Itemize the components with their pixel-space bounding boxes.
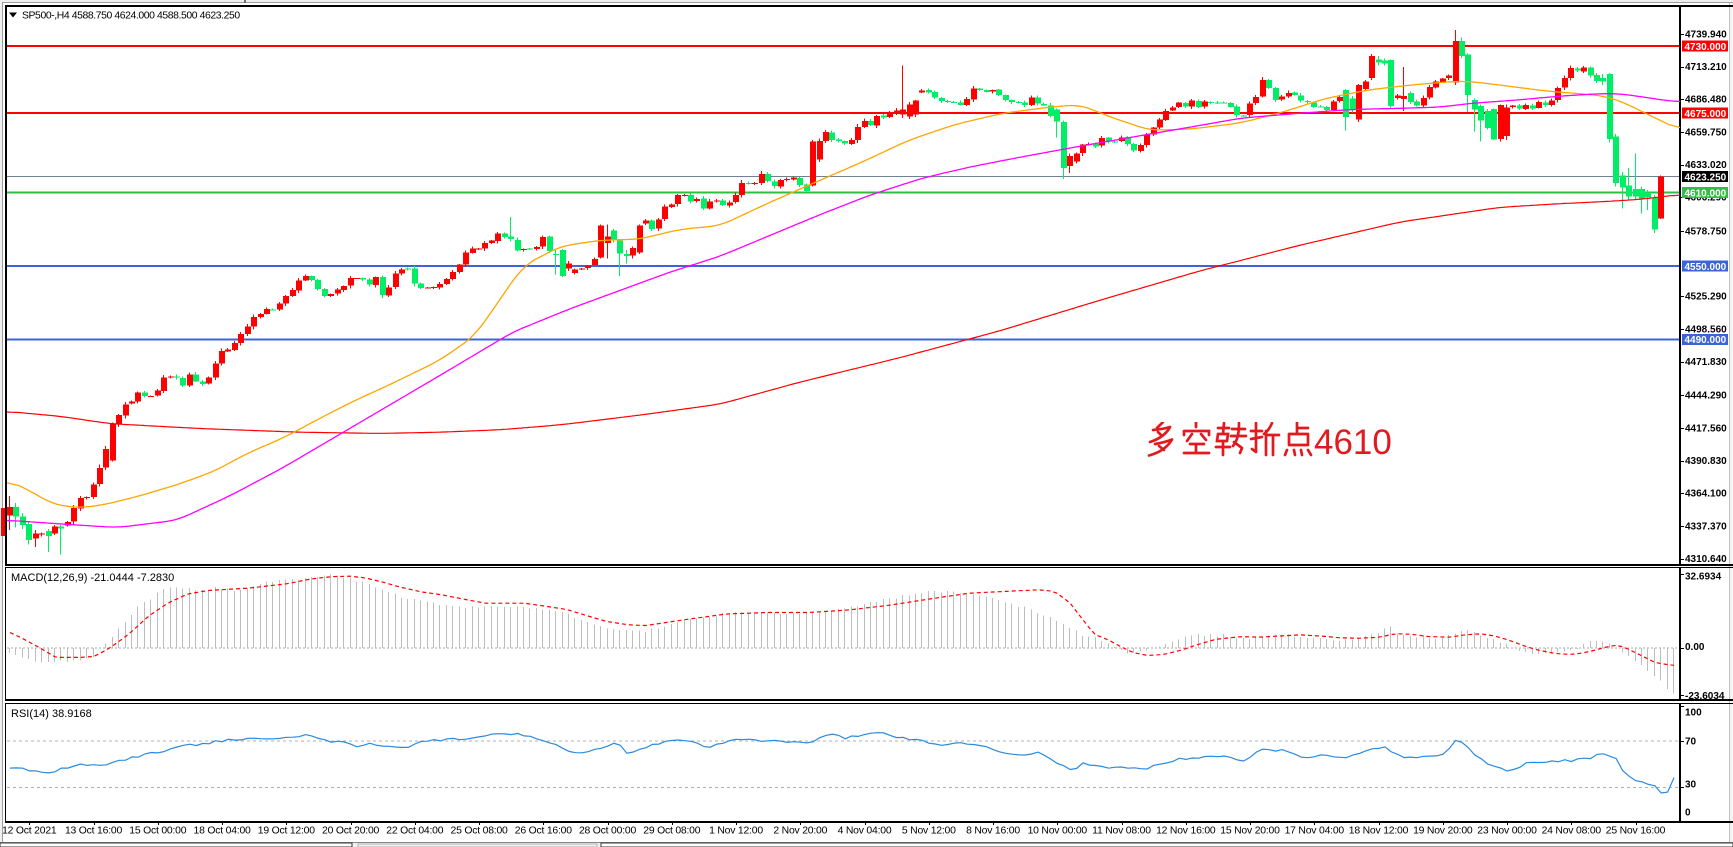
svg-text:4730.000: 4730.000 [1685, 42, 1727, 53]
svg-text:12 Oct 2021: 12 Oct 2021 [2, 826, 57, 837]
svg-text:25 Nov 16:00: 25 Nov 16:00 [1606, 826, 1666, 837]
svg-text:11 Nov 08:00: 11 Nov 08:00 [1092, 826, 1151, 837]
svg-text:4310.640: 4310.640 [1685, 554, 1727, 565]
svg-text:24 Nov 08:00: 24 Nov 08:00 [1542, 826, 1602, 837]
svg-text:4525.290: 4525.290 [1685, 292, 1727, 303]
svg-text:4337.370: 4337.370 [1685, 521, 1727, 532]
svg-text:4444.290: 4444.290 [1685, 391, 1727, 402]
svg-text:15 Oct 00:00: 15 Oct 00:00 [129, 826, 187, 837]
svg-text:4417.560: 4417.560 [1685, 423, 1727, 434]
svg-text:8 Nov 16:00: 8 Nov 16:00 [966, 826, 1020, 837]
svg-text:4498.560: 4498.560 [1685, 324, 1727, 335]
svg-text:4633.020: 4633.020 [1685, 160, 1727, 171]
svg-text:4550.000: 4550.000 [1685, 262, 1727, 273]
svg-text:13 Oct 16:00: 13 Oct 16:00 [65, 826, 123, 837]
svg-text:28 Oct 00:00: 28 Oct 00:00 [579, 826, 637, 837]
svg-text:4 Nov 04:00: 4 Nov 04:00 [838, 826, 892, 837]
svg-text:4490.000: 4490.000 [1685, 335, 1727, 346]
svg-text:RSI(14) 38.9168: RSI(14) 38.9168 [11, 708, 92, 720]
svg-text:12 Nov 16:00: 12 Nov 16:00 [1156, 826, 1216, 837]
svg-text:SP500-,H4 4588.750 4624.000 4: SP500-,H4 4588.750 4624.000 4588.500 462… [22, 11, 240, 22]
svg-text:30: 30 [1685, 780, 1697, 791]
svg-text:0: 0 [1685, 808, 1691, 819]
svg-text:0.00: 0.00 [1685, 642, 1705, 653]
svg-text:4659.750: 4659.750 [1685, 127, 1727, 138]
svg-text:23 Nov 00:00: 23 Nov 00:00 [1477, 826, 1537, 837]
svg-text:4739.940: 4739.940 [1685, 29, 1727, 40]
svg-text:10 Nov 00:00: 10 Nov 00:00 [1028, 826, 1088, 837]
svg-text:29 Oct 08:00: 29 Oct 08:00 [643, 826, 701, 837]
svg-text:15 Nov 20:00: 15 Nov 20:00 [1220, 826, 1280, 837]
svg-text:26 Oct 16:00: 26 Oct 16:00 [515, 826, 573, 837]
svg-text:100: 100 [1685, 708, 1702, 719]
svg-text:4686.480: 4686.480 [1685, 95, 1727, 106]
svg-text:4578.750: 4578.750 [1685, 226, 1727, 237]
svg-text:19 Nov 20:00: 19 Nov 20:00 [1413, 826, 1473, 837]
svg-text:32.6934: 32.6934 [1685, 571, 1722, 582]
svg-text:20 Oct 20:00: 20 Oct 20:00 [322, 826, 380, 837]
svg-text:4675.000: 4675.000 [1685, 109, 1727, 120]
svg-text:22 Oct 04:00: 22 Oct 04:00 [386, 826, 444, 837]
svg-text:MACD(12,26,9) -21.0444 -7.2830: MACD(12,26,9) -21.0444 -7.2830 [11, 572, 174, 584]
svg-text:17 Nov 04:00: 17 Nov 04:00 [1285, 826, 1345, 837]
svg-text:5 Nov 12:00: 5 Nov 12:00 [902, 826, 956, 837]
svg-text:4623.250: 4623.250 [1685, 172, 1727, 183]
svg-text:4471.830: 4471.830 [1685, 357, 1727, 368]
svg-text:-23.6034: -23.6034 [1685, 691, 1725, 702]
svg-text:4713.210: 4713.210 [1685, 62, 1727, 73]
svg-text:18 Oct 04:00: 18 Oct 04:00 [194, 826, 252, 837]
svg-text:4610: 4610 [1314, 423, 1392, 462]
svg-text:70: 70 [1685, 737, 1697, 748]
svg-text:1 Nov 12:00: 1 Nov 12:00 [709, 826, 763, 837]
svg-text:4610.000: 4610.000 [1685, 189, 1727, 200]
svg-text:4390.830: 4390.830 [1685, 456, 1727, 467]
svg-text:2 Nov 20:00: 2 Nov 20:00 [773, 826, 827, 837]
svg-text:4364.100: 4364.100 [1685, 489, 1727, 500]
svg-text:18 Nov 12:00: 18 Nov 12:00 [1349, 826, 1409, 837]
svg-text:25 Oct 08:00: 25 Oct 08:00 [451, 826, 509, 837]
svg-text:19 Oct 12:00: 19 Oct 12:00 [258, 826, 316, 837]
